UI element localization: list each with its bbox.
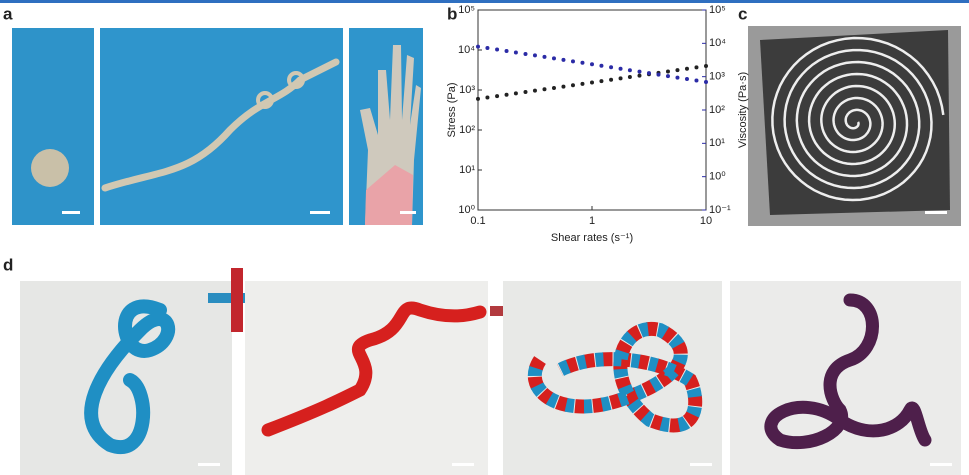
data-point xyxy=(571,83,575,87)
scale-bar xyxy=(62,211,80,214)
x-tick-label: 0.1 xyxy=(470,215,485,227)
data-point xyxy=(628,75,632,79)
scale-bar xyxy=(930,463,952,466)
y-axis-label: Stress (Pa) xyxy=(446,82,458,137)
data-point xyxy=(619,67,623,71)
data-point xyxy=(552,86,556,90)
panel-label: a xyxy=(3,4,13,23)
data-point xyxy=(628,68,632,72)
y2-tick-label: 10⁻¹ xyxy=(709,204,731,216)
y2-tick-label: 10⁴ xyxy=(709,37,726,49)
photo-rope xyxy=(100,28,343,225)
data-point xyxy=(552,56,556,60)
data-point xyxy=(514,50,518,54)
photo-ball xyxy=(12,28,94,225)
data-point xyxy=(533,53,537,57)
data-point xyxy=(647,71,651,75)
data-point xyxy=(485,96,489,100)
data-point xyxy=(542,87,546,91)
x-tick-label: 1 xyxy=(589,215,595,227)
data-point xyxy=(561,58,565,62)
data-point xyxy=(675,76,679,80)
data-point xyxy=(609,78,613,82)
x-tick-label: 10 xyxy=(700,215,712,227)
plus-v xyxy=(231,268,243,332)
data-point xyxy=(590,80,594,84)
scale-bar xyxy=(400,211,416,214)
scale-bar xyxy=(198,463,220,466)
data-point xyxy=(590,62,594,66)
x-axis-label: Shear rates (s⁻¹) xyxy=(551,232,633,244)
data-point xyxy=(533,89,537,93)
data-point xyxy=(609,65,613,69)
data-point xyxy=(675,68,679,72)
scale-bar xyxy=(690,463,712,466)
y-tick-label: 10¹ xyxy=(459,164,475,176)
y2-axis-label: Viscosity (Pa·s) xyxy=(737,72,749,148)
panel-label: c xyxy=(738,4,747,23)
data-point xyxy=(637,74,641,78)
data-point xyxy=(637,70,641,74)
data-point xyxy=(542,55,546,59)
data-point xyxy=(599,79,603,83)
data-point xyxy=(685,67,689,71)
data-point xyxy=(704,64,708,68)
data-point xyxy=(704,80,708,84)
y2-tick-label: 10² xyxy=(709,104,725,116)
data-point xyxy=(571,59,575,63)
data-point xyxy=(523,52,527,56)
y2-tick-label: 10¹ xyxy=(709,137,725,149)
data-point xyxy=(495,94,499,98)
y-tick-label: 10² xyxy=(459,124,475,136)
data-point xyxy=(505,93,509,97)
data-point xyxy=(561,85,565,89)
y-tick-label: 10⁰ xyxy=(458,204,475,216)
data-point xyxy=(694,65,698,69)
data-point xyxy=(523,90,527,94)
panel-label: b xyxy=(447,4,457,23)
y2-tick-label: 10⁰ xyxy=(709,171,726,183)
chart: Shear rates (s⁻¹) Stress (Pa) Viscosity … xyxy=(446,4,749,244)
data-point xyxy=(685,77,689,81)
clay-ball xyxy=(31,149,69,187)
y-tick-label: 10⁴ xyxy=(458,44,475,56)
top-rule xyxy=(0,0,969,3)
data-point xyxy=(495,48,499,52)
data-point xyxy=(580,61,584,65)
data-point xyxy=(514,91,518,95)
figure: a b c d Shear rates (s⁻¹) Stress (Pa) Vi… xyxy=(0,0,969,475)
data-point xyxy=(476,45,480,49)
data-point xyxy=(505,49,509,53)
scale-bar xyxy=(925,211,947,214)
data-point xyxy=(619,76,623,80)
data-point xyxy=(476,97,480,101)
plot-frame xyxy=(478,10,706,210)
y-tick-label: 10⁵ xyxy=(458,4,475,16)
y2-tick-label: 10³ xyxy=(709,71,725,83)
data-point xyxy=(694,79,698,83)
data-point xyxy=(666,74,670,78)
data-point xyxy=(485,46,489,50)
scale-bar xyxy=(452,463,474,466)
panel-label: d xyxy=(3,255,13,274)
y2-tick-label: 10⁵ xyxy=(709,4,726,16)
data-point xyxy=(599,64,603,68)
y-tick-label: 10³ xyxy=(459,84,475,96)
data-point xyxy=(656,73,660,77)
data-point xyxy=(666,70,670,74)
scale-bar xyxy=(310,211,330,214)
data-point xyxy=(580,82,584,86)
